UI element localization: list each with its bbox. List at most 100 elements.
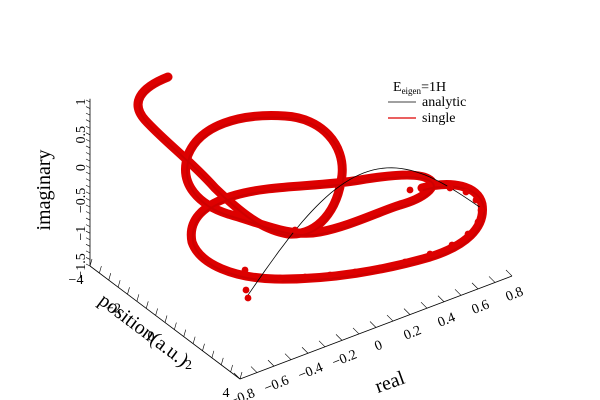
y-tick-mark [192,336,196,344]
y-tick-label: −4 [69,273,84,288]
y-tick-mark [89,258,93,267]
z-tick-mark [85,224,91,227]
series-single-marker [276,274,284,282]
z-tick-mark [85,125,91,129]
y-tick-label: 4 [223,386,230,400]
z-tick-mark [85,204,91,208]
z-tick-mark [85,145,91,149]
z-tick-label: 0.5 [74,126,89,144]
z-tick-mark [85,250,91,254]
series-analytic-line [245,167,482,299]
x-tick-mark [352,327,360,335]
z-axis: −1.5 −1 −0.5 0 0.5 1 [74,99,91,279]
x-tick-mark [284,353,292,360]
series-single-markers [241,184,485,302]
series-single-marker [448,241,456,249]
legend-title-main: E [393,80,402,95]
series-single-marker [426,250,434,258]
series-single-marker [401,258,409,266]
x-tick-mark [386,314,394,322]
series-single-marker [474,218,482,226]
y-tick-mark [136,294,140,302]
z-tick-mark [85,178,91,181]
x-tick-label: 0 [373,338,385,355]
y-axis: −4 −2 0 2 4 [69,258,243,400]
legend-title: Eeigen=1H [393,80,446,96]
z-tick-mark [85,230,91,234]
z-tick-mark [85,244,91,247]
legend-label-single: single [422,111,455,126]
z-tick-mark [85,237,91,241]
series-single-marker [244,294,252,302]
series-single-marker [477,206,485,214]
series-single-marker [291,226,299,234]
y-tick-mark [230,364,233,373]
z-tick-mark [85,198,91,201]
z-tick-mark [85,211,91,214]
z-tick-mark [85,99,91,103]
series-single-marker [241,266,249,274]
x-tick-label: 0.6 [470,297,492,317]
y-tick-mark [164,315,168,323]
z-tick-mark [85,185,91,188]
x-tick-label: −0.4 [296,360,325,383]
x-tick-mark [505,269,513,277]
series-single-marker [301,273,309,281]
x-tick-label: 0.2 [402,323,424,343]
x-tick-mark [369,321,377,328]
series-single-marker [242,286,250,294]
x-tick-mark [318,340,326,348]
series-single-marker [326,271,334,279]
z-tick-mark [85,263,91,267]
y-tick-mark [155,308,158,316]
z-tick-label: −1 [74,226,89,241]
legend-title-tail: =1H [421,80,446,95]
legend-label-analytic: analytic [422,95,466,110]
y-tick-mark [108,273,112,281]
x-tick-mark [233,372,241,380]
y-tick-mark [211,350,215,358]
y-tick-mark [127,287,130,295]
y-tick-mark [239,371,243,380]
series-single-shading [138,78,485,283]
x-tick-label: 0.8 [504,285,526,305]
x-tick-mark [454,289,462,296]
x-tick-label: 0.4 [436,310,458,330]
z-tick-mark [85,132,91,136]
z-axis-label: imaginary [33,149,55,230]
y-tick-label: 0 [148,330,155,345]
z-tick-mark [85,165,91,168]
y-axis-label: position(a.u.) [94,289,192,371]
x-axis-label: real [372,367,408,398]
z-tick-mark [85,106,91,109]
y-tick-label: 2 [185,358,192,373]
z-tick-mark [85,217,91,221]
z-tick-mark [85,119,91,122]
x-tick-label: −0.6 [262,373,291,396]
z-tick-mark [85,257,91,260]
y-tick-mark [183,329,187,337]
x-tick-mark [301,347,309,354]
y-tick-mark [174,322,177,330]
z-tick-label: −1.5 [74,253,89,278]
z-tick-label: −0.5 [74,188,89,213]
x-tick-label: −0.8 [228,386,257,400]
x-tick-mark [488,276,496,283]
series-single-marker [351,268,359,276]
series-analytic [245,167,482,299]
z-tick-label: 1 [74,99,89,106]
z-tick-mark [85,158,91,162]
z-tick-mark [85,191,91,195]
series-single-marker [462,188,470,196]
x-tick-mark [250,366,258,373]
z-tick-label: 0 [74,164,89,171]
series-single-marker [446,184,454,192]
series-single-marker [464,230,472,238]
y-tick-label: −2 [106,301,121,316]
x-tick-mark [471,282,479,290]
series-single-line [133,72,487,284]
series-single-marker [406,186,414,194]
series-single [133,72,487,284]
x-tick-label: −0.2 [330,347,359,370]
